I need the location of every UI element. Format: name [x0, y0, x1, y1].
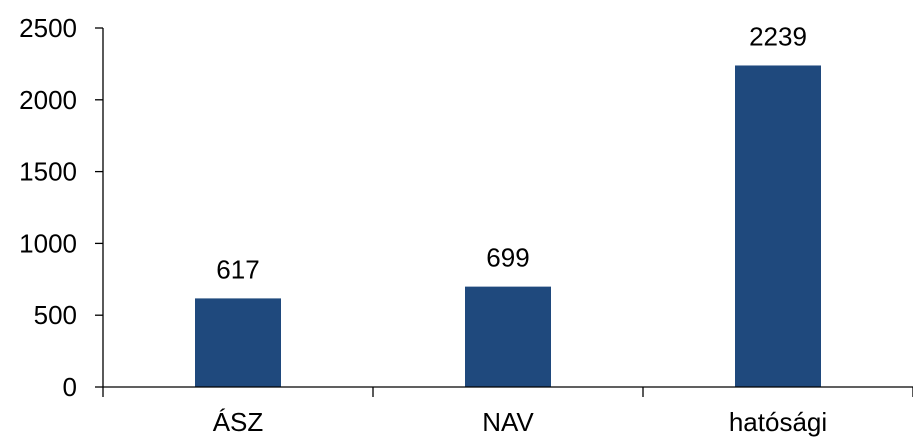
bars-group [195, 65, 821, 387]
y-tick-label: 0 [63, 372, 77, 402]
y-axis-ticks: 0 500 1000 1500 2000 2500 [19, 13, 103, 402]
x-axis-ticks: ÁSZ NAV hatósági [102, 387, 913, 437]
data-label-3: 2239 [749, 21, 807, 51]
data-label-1: 617 [216, 254, 259, 284]
data-labels-group: 617 699 2239 [216, 21, 807, 284]
y-tick-label: 1000 [19, 228, 77, 258]
bar-1 [195, 298, 281, 387]
x-category-label: hatósági [729, 407, 827, 437]
y-tick-label: 1500 [19, 157, 77, 187]
y-tick-label: 2000 [19, 85, 77, 115]
data-label-2: 699 [486, 243, 529, 273]
x-category-label: ÁSZ [213, 407, 264, 437]
y-tick-label: 500 [34, 300, 77, 330]
bar-3 [735, 65, 821, 387]
y-tick-label: 2500 [19, 13, 77, 43]
x-category-label: NAV [482, 407, 534, 437]
axes-group [102, 28, 913, 388]
bar-2 [465, 286, 551, 387]
